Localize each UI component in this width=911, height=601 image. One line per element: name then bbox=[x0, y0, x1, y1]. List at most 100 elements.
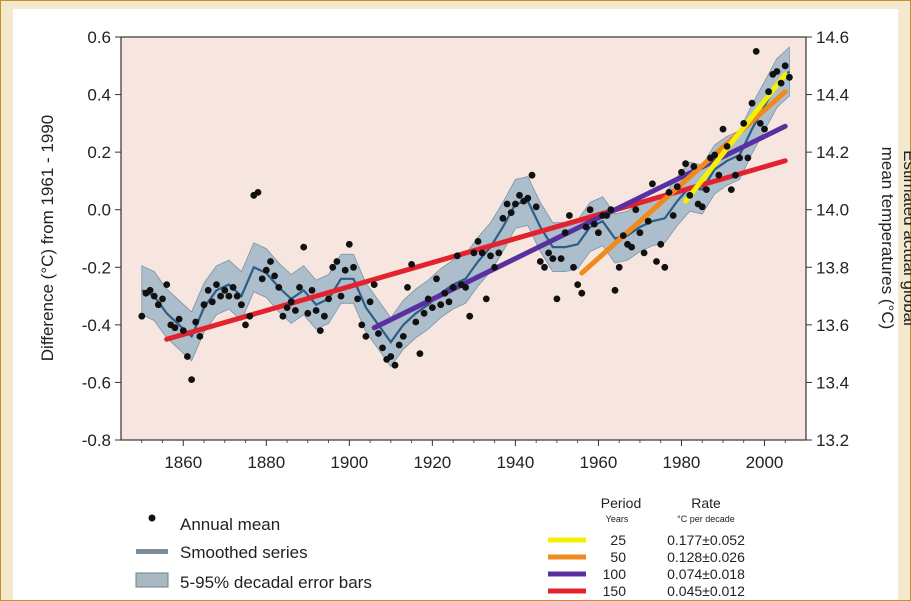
annual-mean-point bbox=[292, 307, 299, 314]
annual-mean-point bbox=[424, 295, 432, 303]
annual-mean-point bbox=[478, 249, 486, 257]
annual-mean-point bbox=[358, 321, 366, 329]
annual-mean-point bbox=[246, 312, 254, 320]
annual-mean-point bbox=[723, 143, 731, 150]
y-left-tick-label: 0.0 bbox=[87, 201, 111, 220]
annual-mean-point bbox=[462, 284, 469, 291]
annual-mean-point bbox=[640, 249, 648, 257]
annual-mean-point bbox=[217, 292, 225, 300]
annual-mean-point bbox=[561, 229, 569, 237]
annual-mean-point bbox=[287, 298, 295, 306]
error-band bbox=[141, 46, 790, 368]
annual-mean-point bbox=[433, 275, 440, 283]
plot-layer bbox=[138, 46, 793, 383]
y-right-tick-label: 13.8 bbox=[816, 258, 849, 277]
legend-period-sub: Years bbox=[606, 514, 629, 524]
annual-mean-point bbox=[208, 298, 216, 306]
annual-mean-point bbox=[238, 301, 245, 309]
y-left-tick-label: -0.8 bbox=[82, 431, 111, 450]
y-left-tick-label: 0.6 bbox=[87, 28, 111, 47]
annual-mean-point bbox=[449, 284, 457, 291]
annual-mean-point bbox=[611, 286, 619, 294]
annual-mean-point bbox=[748, 99, 756, 107]
annual-mean-point bbox=[412, 318, 420, 326]
annual-mean-point bbox=[773, 68, 781, 75]
annual-mean-point bbox=[312, 307, 320, 314]
annual-mean-point bbox=[366, 298, 374, 306]
annual-mean-point bbox=[732, 171, 739, 179]
annual-mean-point bbox=[341, 266, 349, 274]
annual-mean-point bbox=[262, 266, 270, 274]
annual-mean-point bbox=[603, 212, 611, 219]
annual-mean-point bbox=[781, 62, 789, 70]
annual-mean-point bbox=[163, 281, 171, 288]
annual-mean-point bbox=[595, 229, 602, 237]
x-tick-label: 1940 bbox=[496, 453, 534, 472]
annual-mean-point bbox=[607, 206, 615, 214]
axes-layer: 1860 1880 1900 1920 1940 1960 1980 2000 -0.8 -0.6… bbox=[82, 28, 849, 472]
x-tick-label: 1960 bbox=[580, 453, 618, 472]
annual-mean-point bbox=[179, 327, 187, 334]
annual-mean-point bbox=[752, 48, 760, 55]
annual-mean-point bbox=[503, 200, 511, 208]
annual-mean-point bbox=[736, 154, 743, 162]
x-tick-label: 1880 bbox=[247, 453, 285, 472]
annual-mean-point bbox=[155, 301, 162, 309]
annual-mean-point bbox=[370, 281, 378, 288]
annual-mean-point bbox=[283, 304, 291, 311]
annual-mean-point bbox=[715, 171, 723, 179]
annual-mean-point bbox=[258, 275, 266, 283]
annual-mean-point bbox=[225, 292, 233, 300]
annual-mean-point bbox=[408, 261, 415, 268]
y-right-tick-label: 14.0 bbox=[816, 201, 849, 220]
annual-mean-point bbox=[653, 258, 660, 265]
plot-area bbox=[121, 37, 806, 440]
annual-mean-point bbox=[267, 258, 274, 265]
annual-mean-point bbox=[698, 203, 706, 211]
legend: Annual mean Smoothed series 5-95% decada… bbox=[135, 495, 745, 599]
annual-mean-point bbox=[516, 191, 523, 199]
trend-line-50yr bbox=[579, 89, 788, 276]
annual-mean-point bbox=[362, 333, 370, 340]
y-right-tick-label: 14.6 bbox=[816, 28, 849, 47]
annual-mean-point bbox=[507, 209, 515, 217]
annual-mean-point bbox=[321, 312, 328, 320]
annual-mean-point bbox=[678, 168, 685, 176]
annual-mean-point bbox=[171, 324, 179, 332]
legend-smoothed-series: Smoothed series bbox=[180, 543, 308, 562]
annual-mean-point bbox=[325, 295, 332, 303]
annual-mean-point bbox=[466, 312, 474, 320]
legend-dot-icon bbox=[148, 514, 156, 522]
annual-mean-point bbox=[495, 249, 503, 257]
annual-mean-point bbox=[632, 206, 640, 214]
annual-mean-point bbox=[204, 286, 212, 294]
annual-mean-point bbox=[175, 315, 183, 323]
annual-mean-point bbox=[615, 263, 623, 271]
annual-mean-point bbox=[254, 189, 262, 196]
y-right-tick-label: 13.2 bbox=[816, 431, 849, 450]
annual-mean-point bbox=[524, 194, 532, 202]
annual-mean-point bbox=[192, 318, 200, 326]
trend-legend-years: 150 bbox=[603, 583, 627, 599]
x-tick-label: 1900 bbox=[330, 453, 368, 472]
trend-legend-years: 25 bbox=[610, 532, 626, 548]
annual-mean-point bbox=[213, 281, 220, 288]
trend-legend-rate: 0.045±0.012 bbox=[667, 583, 745, 599]
annual-mean-point bbox=[150, 292, 158, 300]
annual-mean-point bbox=[229, 284, 237, 291]
y-right-tick-label: 14.4 bbox=[816, 86, 849, 105]
annual-mean-point bbox=[387, 353, 395, 360]
annual-mean-point bbox=[354, 295, 361, 303]
annual-mean-point bbox=[786, 73, 793, 81]
annual-mean-point bbox=[242, 321, 249, 329]
annual-mean-point bbox=[453, 252, 461, 260]
annual-mean-point bbox=[221, 286, 229, 294]
annual-mean-point bbox=[644, 217, 652, 225]
annual-mean-point bbox=[271, 272, 278, 280]
annual-mean-point bbox=[491, 263, 498, 271]
y-left-tick-label: -0.2 bbox=[82, 258, 111, 277]
annual-mean-point bbox=[673, 183, 681, 191]
trend-line-25yr bbox=[683, 71, 788, 204]
legend-error-bars: 5-95% decadal error bars bbox=[180, 573, 372, 592]
annual-mean-point bbox=[391, 361, 399, 369]
